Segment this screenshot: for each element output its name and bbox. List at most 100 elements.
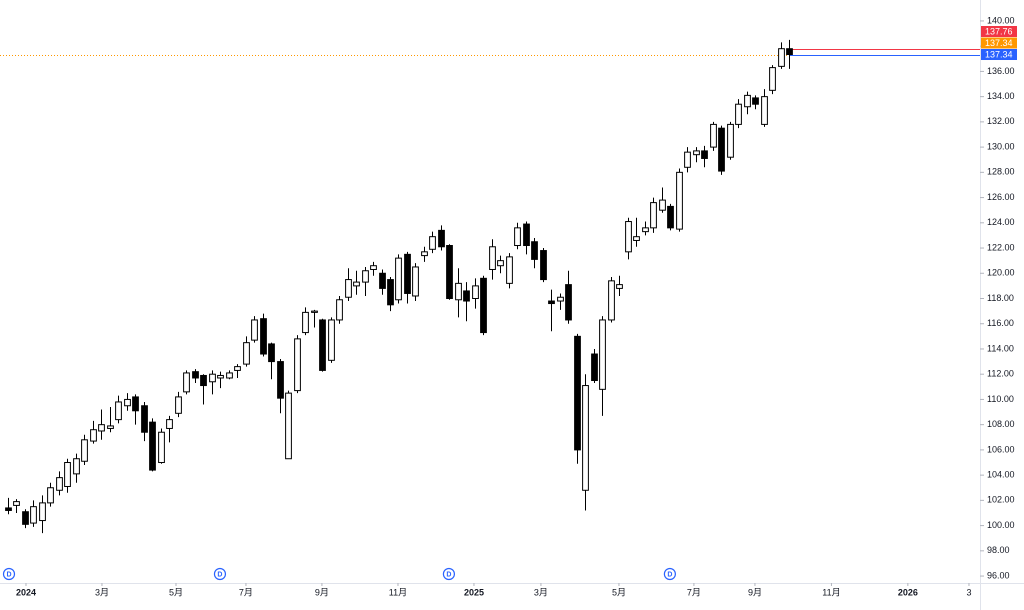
candle-body	[676, 171, 683, 230]
y-tick-label: 114.00	[987, 343, 1014, 353]
candle-body	[302, 311, 309, 334]
x-tick-label: 7月	[239, 587, 253, 597]
y-tick-label: 98.00	[987, 545, 1010, 555]
candle-body	[574, 335, 581, 451]
y-tick-label: 108.00	[987, 419, 1015, 429]
candle-body	[778, 48, 785, 67]
candle-body	[395, 257, 402, 301]
candle-body	[379, 272, 386, 289]
candle-body	[200, 374, 207, 387]
y-tick-label: 122.00	[987, 242, 1015, 252]
candle-body	[175, 396, 182, 414]
x-tick-label: 11月	[389, 587, 407, 597]
candle-body	[735, 103, 742, 125]
candle-body	[480, 277, 487, 334]
candle-body	[540, 250, 547, 281]
y-tick-label: 136.00	[987, 66, 1015, 76]
event-label: D	[667, 571, 672, 578]
candle-body	[727, 123, 734, 158]
candle-body	[591, 353, 598, 382]
candle-body	[693, 150, 700, 156]
candle-body	[710, 123, 717, 148]
candle-body	[336, 299, 343, 321]
candle-body	[64, 462, 71, 487]
x-tick-label: 5月	[612, 587, 626, 597]
candle-body	[684, 151, 691, 168]
plot-area	[0, 39, 980, 534]
event-marker	[213, 567, 227, 581]
candle-body	[744, 94, 751, 108]
candle-body	[124, 398, 131, 407]
candle-body	[47, 487, 54, 504]
candle-body	[608, 280, 615, 321]
price-label-box	[981, 37, 1017, 49]
x-tick-label: 5月	[169, 587, 183, 597]
candle-body	[642, 227, 649, 233]
candle-body	[582, 385, 589, 491]
candle-body	[294, 338, 301, 392]
candle-body	[30, 506, 37, 524]
candle-body	[90, 429, 97, 442]
candle-body	[650, 202, 657, 229]
candle-body	[166, 419, 173, 429]
candle-body	[625, 221, 632, 253]
candle-body	[226, 372, 233, 379]
candle-body	[5, 507, 12, 511]
y-tick-label: 102.00	[987, 495, 1015, 505]
x-tick-label: 9月	[315, 587, 329, 597]
candle-body	[107, 425, 114, 429]
candle-body	[158, 431, 165, 464]
y-tick-label: 126.00	[987, 192, 1015, 202]
y-tick-label: 120.00	[987, 268, 1015, 278]
candle-body	[438, 229, 445, 248]
candle-body	[455, 282, 462, 301]
x-tick-label: 11月	[822, 587, 840, 597]
candle-body	[616, 284, 623, 289]
price-label: 137.34	[985, 49, 1013, 59]
x-tick-label: 7月	[687, 587, 701, 597]
candle-body	[489, 246, 496, 270]
y-tick-label: 140.00	[987, 15, 1015, 25]
event-marker	[442, 567, 456, 581]
candle-body	[260, 318, 267, 355]
candle-body	[73, 458, 80, 475]
event-label: D	[6, 571, 11, 578]
candle-body	[141, 405, 148, 433]
y-tick-label: 116.00	[987, 318, 1014, 328]
candle-body	[328, 319, 335, 361]
x-tick-label: 9月	[748, 587, 762, 597]
price-label: 137.76	[985, 26, 1013, 36]
y-tick-label: 132.00	[987, 116, 1015, 126]
y-tick-label: 96.00	[987, 570, 1010, 580]
candle-body	[277, 361, 284, 399]
candle-body	[81, 439, 88, 462]
candle-body	[497, 260, 504, 267]
x-tick-label: 3月	[95, 587, 109, 597]
event-label: D	[446, 571, 451, 578]
x-tick-label: 2024	[16, 587, 36, 597]
x-tick-label: 3月	[534, 587, 548, 597]
x-tick-label: 3	[966, 587, 971, 597]
candle-body	[667, 205, 674, 229]
y-tick-label: 110.00	[987, 394, 1014, 404]
candle-body	[472, 285, 479, 300]
event-label: D	[217, 571, 222, 578]
x-tick-label: 2026	[898, 587, 918, 597]
candle-body	[429, 236, 436, 250]
event-marker	[2, 567, 16, 581]
candle-body	[633, 236, 640, 241]
y-tick-label: 106.00	[987, 444, 1015, 454]
candle-body	[149, 421, 156, 471]
candle-body	[353, 281, 360, 287]
candle-body	[548, 300, 555, 305]
candle-body	[370, 265, 377, 270]
candle-body	[362, 270, 369, 283]
candle-body	[786, 48, 793, 56]
candle-body	[217, 374, 224, 379]
candle-body	[446, 245, 453, 300]
candle-body	[98, 424, 105, 432]
candle-body	[531, 241, 538, 260]
